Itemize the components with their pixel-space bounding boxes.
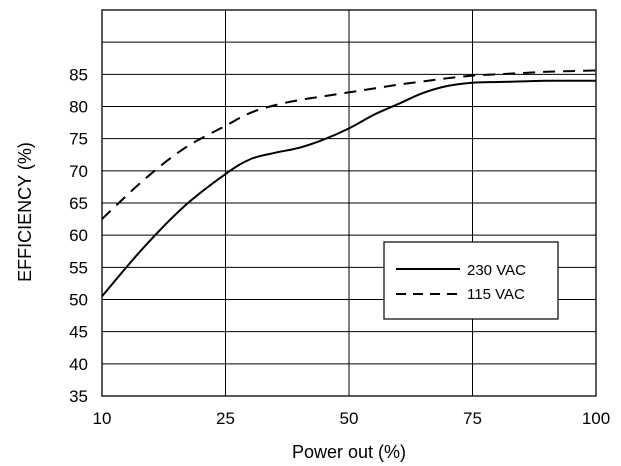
series-line-230-vac [101,79,596,297]
y-tick-label: 85 [69,65,88,84]
y-tick-label: 80 [69,98,88,117]
y-tick-label: 60 [69,226,88,245]
y-tick-label: 40 [69,355,88,374]
y-tick-label: 75 [69,130,88,149]
legend-label-230-vac: 230 VAC [467,262,526,279]
grid-layer [102,10,596,396]
y-axis-label: EFFICIENCY (%) [15,142,35,282]
x-tick-label: 100 [582,409,610,428]
y-tick-label: 35 [69,387,88,406]
series-layer [101,69,597,297]
x-tick-label: 10 [93,409,112,428]
x-tick-label: 50 [340,409,359,428]
plot-frame [101,9,597,397]
y-tick-label: 65 [69,194,88,213]
x-tick-label: 25 [216,409,235,428]
legend-label-115-vac: 115 VAC [467,286,525,303]
y-tick-label: 45 [69,323,88,342]
x-axis-label: Power out (%) [292,442,406,462]
y-tick-labels: 35 40 45 50 55 60 65 70 75 80 85 [69,65,88,406]
series-line-115-vac [101,69,597,220]
y-tick-label: 70 [69,162,88,181]
legend: 230 VAC 115 VAC [383,241,559,320]
x-tick-label: 75 [463,409,482,428]
x-tick-labels: 10 25 50 75 100 [93,409,611,428]
legend-box [383,241,559,320]
y-tick-label: 55 [69,258,88,277]
y-tick-label: 50 [69,291,88,310]
